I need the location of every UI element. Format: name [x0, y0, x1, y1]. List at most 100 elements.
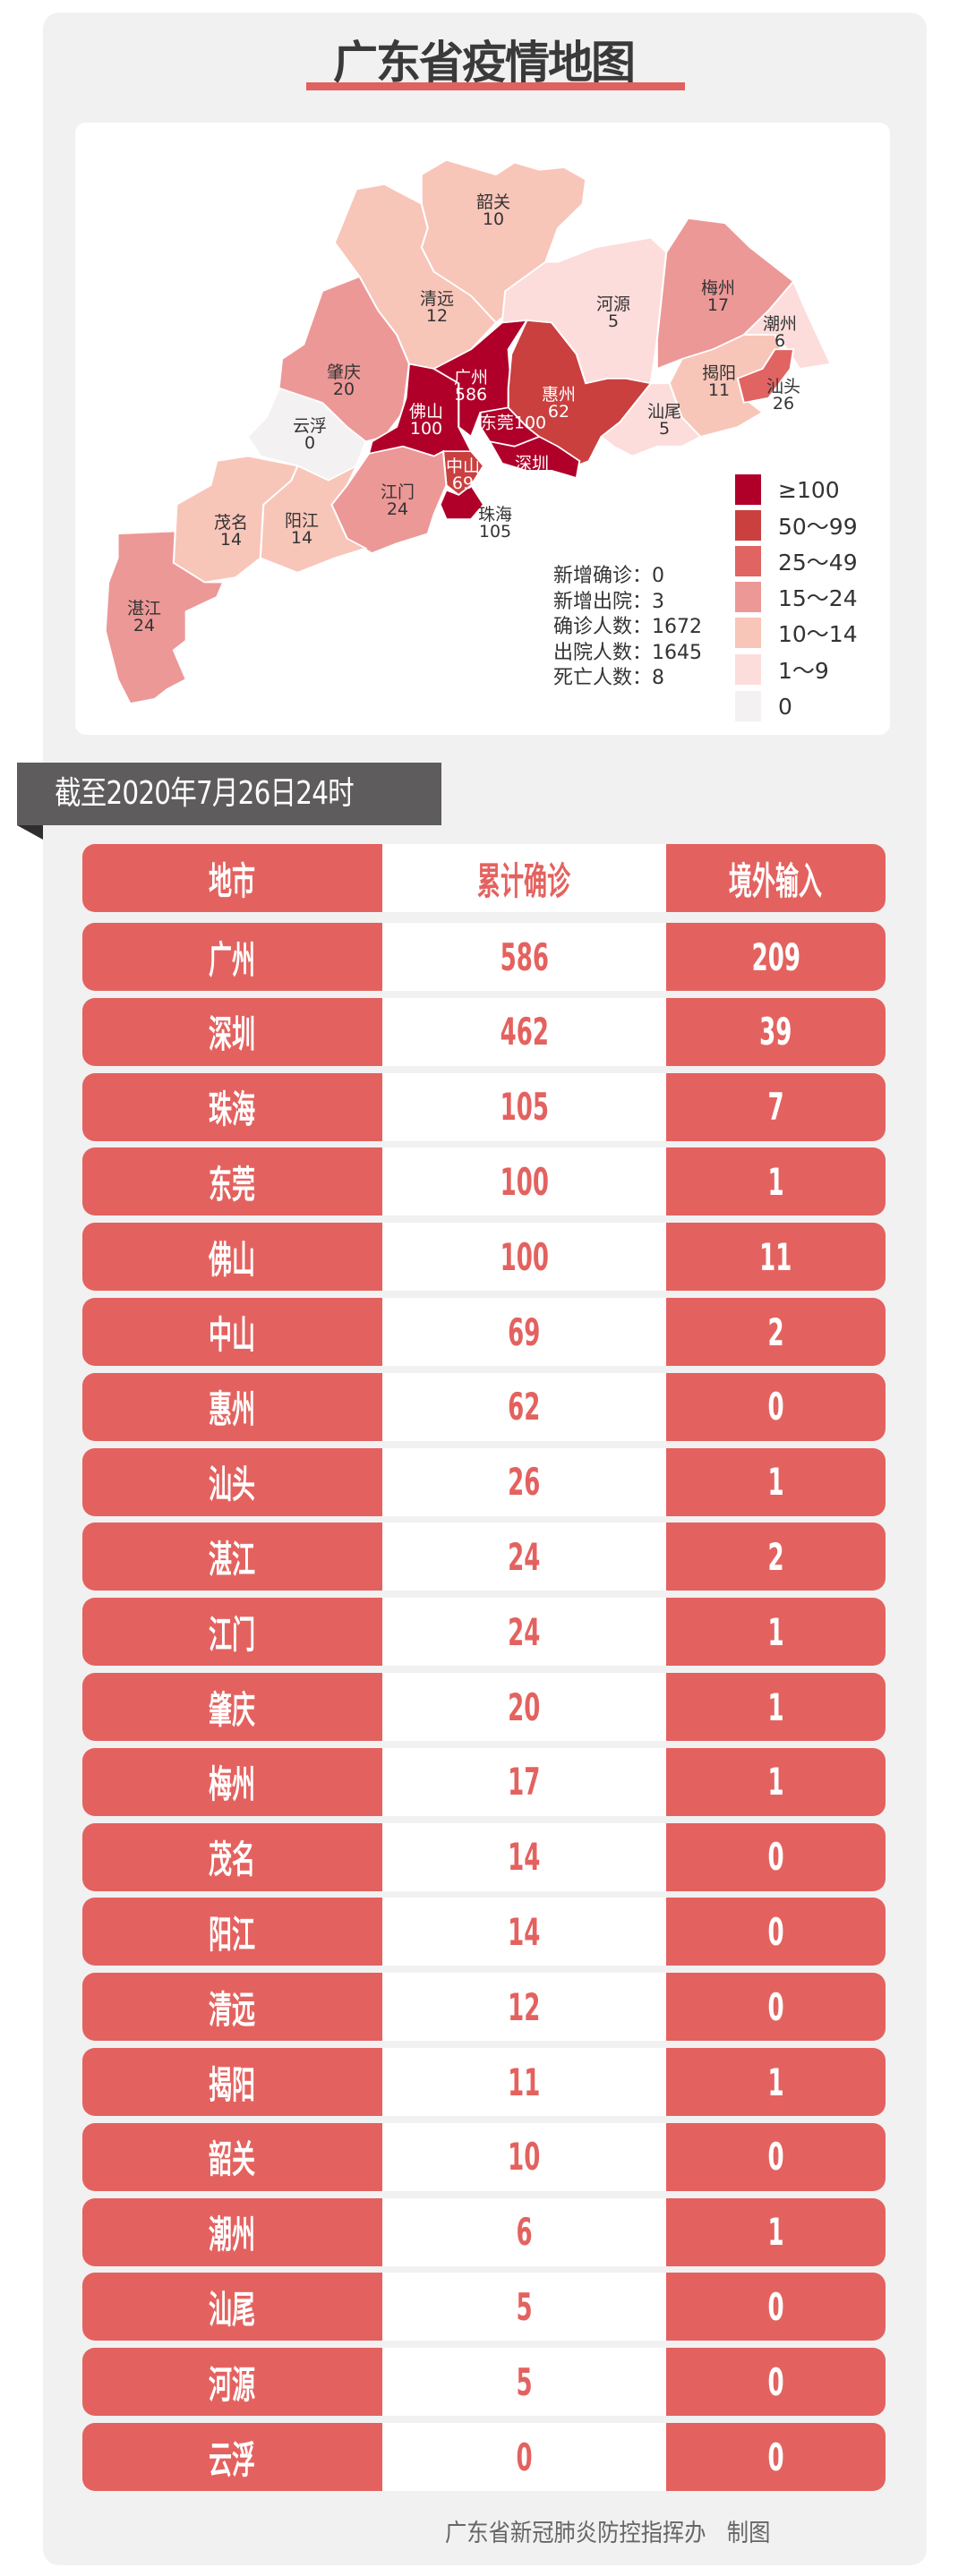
city-cell: 深圳 [82, 997, 382, 1066]
confirmed-cell: 11 [382, 2048, 666, 2116]
stat-line: 出院人数：1645 [553, 641, 703, 664]
table-row: 云浮 0 0 [82, 2423, 886, 2491]
cell-text: 1 [767, 2210, 784, 2255]
cell-text: 0 [767, 2284, 784, 2329]
table-row: 茂名 14 0 [82, 1822, 886, 1891]
region-name: 江门 [380, 482, 415, 502]
region-name: 东莞 [479, 413, 514, 433]
cell-text: 2 [767, 1309, 784, 1354]
confirmed-cell: 17 [382, 1747, 666, 1816]
cell-text: 地市 [209, 858, 256, 903]
cell-text: 39 [759, 1010, 792, 1054]
map-region-shenzhen [488, 435, 581, 480]
page-title: 广东省疫情地图 [333, 37, 636, 89]
cell-text: 0 [767, 2435, 784, 2479]
cell-text: 中山 [209, 1312, 256, 1357]
cell-text: 20 [508, 1685, 541, 1729]
legend-swatch [735, 546, 761, 576]
cell-text: 汕头 [209, 1463, 256, 1507]
stat-label: 死亡人数 [553, 667, 633, 689]
cell-text: 1 [767, 1760, 784, 1804]
cell-text: 汕尾 [209, 2287, 256, 2332]
imported-cell: 209 [666, 923, 886, 991]
legend-label: ≥100 [778, 476, 840, 503]
cell-text: 6 [516, 2210, 533, 2255]
region-name: 佛山 [408, 402, 444, 422]
imported-cell: 39 [666, 997, 886, 1066]
table-row: 中山 69 2 [82, 1298, 886, 1366]
imported-cell: 7 [666, 1072, 886, 1141]
city-cell: 佛山 [82, 1223, 382, 1292]
cell-text: 0 [767, 1835, 784, 1880]
confirmed-cell: 6 [382, 2197, 666, 2266]
cell-text: 26 [508, 1460, 541, 1505]
map-region-maoming [172, 455, 299, 584]
map-label-huizhou: 惠州 62 [542, 387, 576, 421]
cell-text: 1 [767, 1159, 784, 1204]
legend-swatch [735, 474, 761, 505]
table-header: 地市 累计确诊 境外输入 [82, 844, 886, 912]
stat-value: 1645 [652, 641, 703, 664]
cell-text: 茂名 [209, 1838, 256, 1882]
legend-swatch [735, 582, 761, 612]
imported-cell: 1 [666, 1147, 886, 1216]
region-name: 梅州 [700, 278, 736, 298]
imported-cell: 0 [666, 2273, 886, 2341]
legend-label: 1～9 [778, 658, 829, 684]
region-name: 潮州 [762, 314, 798, 334]
table-row: 肇庆 20 1 [82, 1673, 886, 1741]
stat-value: 3 [652, 590, 665, 613]
title-underline [306, 82, 685, 90]
cell-text: 佛山 [209, 1237, 256, 1282]
stat-label: 确诊人数 [553, 616, 633, 638]
map-stats: 新增确诊：0 新增出院：3 确诊人数：1672 出院人数：1645 死亡人数：8 [553, 564, 702, 692]
city-cell: 云浮 [82, 2423, 382, 2491]
cell-text: 0 [767, 1984, 784, 2029]
map-region-shanwei [600, 382, 702, 457]
cell-text: 1 [767, 1460, 784, 1505]
region-value: 62 [547, 402, 570, 422]
table-row: 揭阳 11 1 [82, 2048, 886, 2116]
cell-text: 24 [508, 1534, 541, 1579]
region-value: 6 [774, 331, 786, 351]
cell-text: 珠海 [209, 1088, 256, 1132]
cell-text: 累计确诊 [477, 858, 571, 903]
region-value: 100 [513, 413, 547, 433]
map-label-shanwei: 汕尾 5 [647, 404, 681, 438]
table-row: 河源 5 0 [82, 2348, 886, 2417]
imported-cell: 1 [666, 1673, 886, 1741]
region-value: 20 [332, 380, 355, 399]
region-value: 586 [454, 385, 488, 405]
map-label-dongguan: 东莞100 [479, 413, 547, 433]
guangdong-map: 韶关 10 清远 12 肇庆 20 云浮 0 佛山 100 广州 586 惠州 62 东莞100 深圳 462 中… [0, 0, 967, 761]
legend-item: 15～24 [735, 582, 858, 612]
cell-text: 江门 [209, 1612, 256, 1657]
cell-text: 100 [500, 1234, 549, 1279]
region-value: 26 [772, 394, 795, 414]
confirmed-cell: 10 [382, 2122, 666, 2191]
table-row: 惠州 62 0 [82, 1372, 886, 1441]
region-value: 14 [290, 528, 313, 548]
cell-text: 0 [767, 1385, 784, 1429]
map-label-zhanjiang: 湛江 24 [127, 601, 161, 635]
region-value: 24 [133, 616, 156, 635]
map-label-foshan: 佛山 100 [409, 404, 443, 438]
city-cell: 地市 [82, 844, 382, 912]
region-value: 10 [482, 209, 505, 229]
map-label-guangzhou: 广州 586 [454, 370, 488, 404]
table-row: 汕头 26 1 [82, 1447, 886, 1516]
confirmed-cell: 100 [382, 1147, 666, 1216]
as-of-date: 截至2020年7月26日24时 [55, 775, 355, 812]
cell-text: 14 [508, 1835, 541, 1880]
cell-text: 0 [767, 2135, 784, 2179]
map-label-yangjiang: 阳江 14 [285, 513, 319, 547]
city-cell: 中山 [82, 1298, 382, 1366]
cell-text: 5 [516, 2284, 533, 2329]
map-region-zhanjiang [104, 504, 225, 704]
imported-cell: 2 [666, 1523, 886, 1591]
cell-text: 广州 [209, 937, 256, 982]
legend-item: 25～49 [735, 546, 858, 576]
city-cell: 湛江 [82, 1523, 382, 1591]
cell-text: 阳江 [209, 1912, 256, 1957]
cell-text: 209 [751, 934, 800, 979]
